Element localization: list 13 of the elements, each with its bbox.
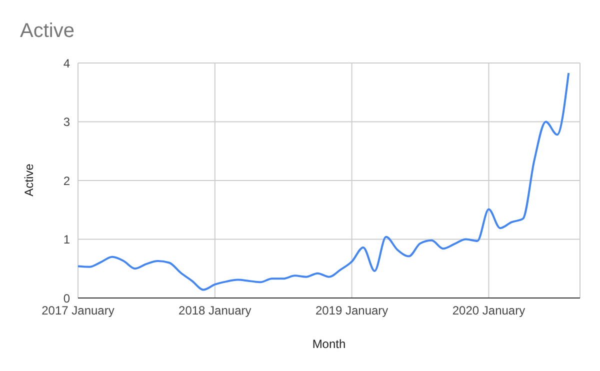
y-axis-title: Active	[22, 164, 36, 196]
x-tick-label: 2019 January	[315, 304, 388, 318]
y-tick-label: 4	[63, 56, 70, 70]
y-tick-label: 0	[63, 291, 70, 306]
y-tick-label: 3	[63, 115, 70, 130]
x-tick-label: 2017 January	[42, 304, 114, 318]
line-series	[78, 72, 570, 291]
y-tick-label: 1	[63, 232, 70, 247]
x-axis-title: Month	[311, 337, 347, 351]
y-tick-label: 2	[63, 174, 70, 188]
x-tick-label: 2020 January	[452, 304, 526, 318]
x-tick-label: 2018 January	[178, 304, 252, 318]
chart-title: Active	[20, 20, 74, 43]
